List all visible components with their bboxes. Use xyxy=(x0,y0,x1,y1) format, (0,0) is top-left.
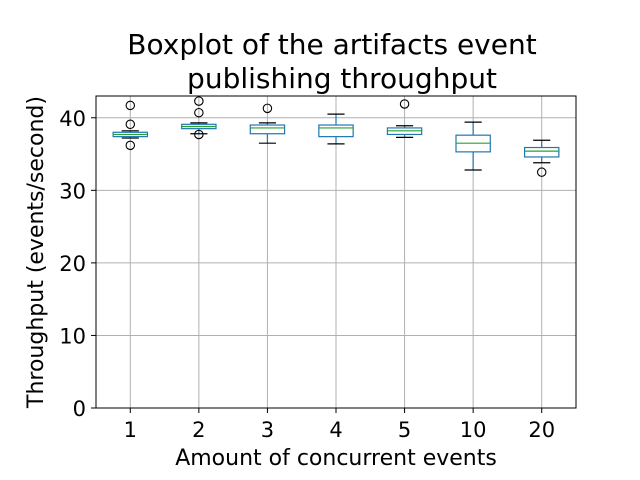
box-group-1 xyxy=(112,100,149,151)
y-tick-label: 40 xyxy=(59,107,86,131)
box-group-20 xyxy=(523,139,560,177)
box-iqr xyxy=(249,124,286,135)
outlier-point xyxy=(194,129,204,140)
x-tick-label: 10 xyxy=(460,418,487,442)
box-group-10 xyxy=(455,121,491,171)
outlier-point xyxy=(262,103,273,114)
box-group-5 xyxy=(386,99,423,138)
outlier-point xyxy=(194,96,204,106)
y-axis-label: Throughput (events/second) xyxy=(24,96,49,409)
outlier-point xyxy=(536,167,547,177)
y-tick-label: 0 xyxy=(73,397,86,421)
box-group-4 xyxy=(318,113,354,145)
outlier-point xyxy=(125,140,136,151)
box-iqr xyxy=(318,124,354,138)
x-tick-label: 1 xyxy=(124,418,137,442)
x-axis-label: Amount of concurrent events xyxy=(175,446,497,471)
x-tick-label: 4 xyxy=(329,418,342,442)
x-tick-label: 5 xyxy=(398,418,411,442)
y-tick-label: 20 xyxy=(59,252,86,276)
box-group-2 xyxy=(181,96,217,140)
axis-ticks: 0 10 20 30 40 1 2 3 4 5 10 20 xyxy=(59,107,555,442)
outlier-point xyxy=(399,99,410,109)
x-tick-label: 20 xyxy=(528,418,555,442)
box-series xyxy=(112,96,560,177)
box-iqr xyxy=(523,146,560,158)
chart-title-line-1: Boxplot of the artifacts event xyxy=(127,28,536,61)
outlier-point xyxy=(194,107,204,118)
x-tick-label: 3 xyxy=(261,418,274,442)
outlier-point xyxy=(125,100,136,111)
chart-title-line-2: publishing throughput xyxy=(187,62,497,95)
y-tick-label: 30 xyxy=(59,179,86,203)
outlier-point xyxy=(125,119,136,130)
y-tick-label: 10 xyxy=(59,324,86,348)
x-tick-label: 2 xyxy=(192,418,205,442)
box-group-3 xyxy=(249,103,286,144)
